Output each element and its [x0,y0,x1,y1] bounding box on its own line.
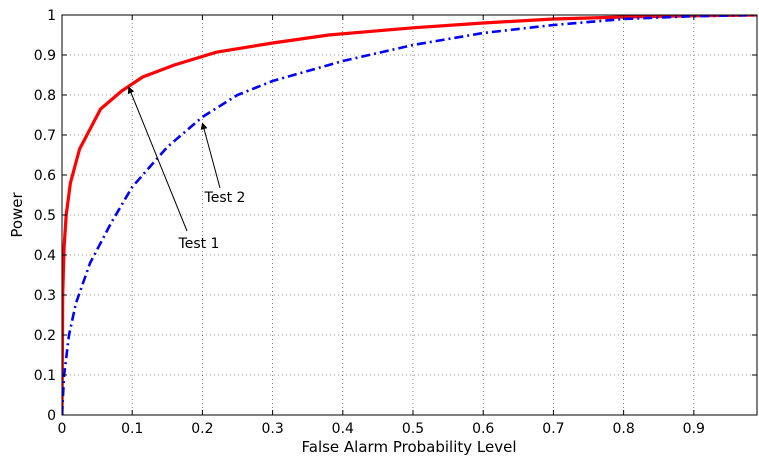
annotation-label: Test 2 [204,190,246,206]
annotations: Test 1 Test 2 [127,86,246,252]
x-tick-label: 0.1 [121,421,143,437]
y-tick-label: 1 [47,8,56,24]
y-tick-label: 0.1 [34,368,56,384]
x-tick-label: 0.2 [191,421,213,437]
y-tick-label: 0.8 [34,88,56,104]
x-tick-label: 0.6 [472,421,494,437]
series-line-2 [62,15,757,415]
x-tick-label: 0.7 [542,421,564,437]
x-tick-label: 0.8 [612,421,634,437]
x-tick-label: 0.9 [683,421,705,437]
y-tick-label: 0.5 [34,208,56,224]
y-tick-label: 0.4 [34,248,56,264]
x-axis-title: False Alarm Probability Level [302,438,517,456]
grid-lines [62,15,757,415]
y-tick-label: 0 [47,408,56,424]
annotation-arrow [127,86,188,232]
y-tick-label: 0.6 [34,168,56,184]
plot-background [62,15,757,415]
x-tick-label: 0.5 [402,421,424,437]
axis-ticks: 0 0.1 0.2 0.3 0.4 0.5 0.6 0.7 0.8 0.9 0 0.1 0.2 0.3 0.… [34,8,757,437]
y-tick-label: 0.3 [34,288,56,304]
annotation-arrow [200,122,221,189]
y-axis-title: Power [8,191,26,237]
y-tick-label: 0.9 [34,48,56,64]
y-tick-label: 0.7 [34,128,56,144]
annotation-label: Test 1 [178,236,220,252]
x-tick-label: 0 [58,421,67,437]
x-tick-label: 0.3 [261,421,283,437]
y-tick-label: 0.2 [34,328,56,344]
x-tick-label: 0.4 [332,421,354,437]
